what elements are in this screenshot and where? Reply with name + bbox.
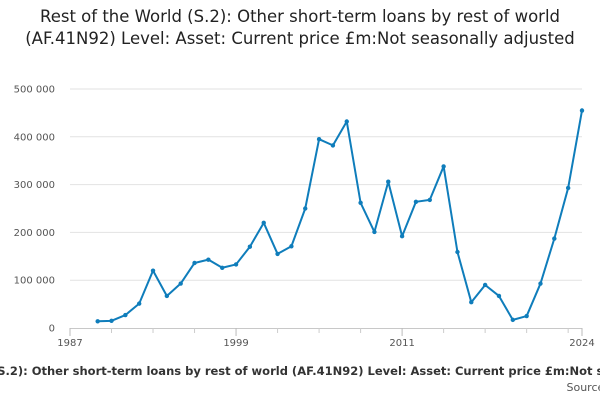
y-tick-label: 400 000	[14, 132, 55, 143]
series-layer	[95, 108, 585, 324]
data-point[interactable]	[455, 249, 460, 255]
data-point[interactable]	[413, 199, 419, 205]
data-point[interactable]	[150, 268, 156, 273]
data-point[interactable]	[441, 164, 446, 169]
data-point[interactable]	[192, 260, 197, 266]
series-line	[97, 110, 583, 323]
data-point[interactable]	[261, 220, 266, 226]
data-point[interactable]	[538, 281, 543, 286]
y-tick-label: 500 000	[14, 85, 55, 96]
data-point[interactable]	[247, 244, 253, 249]
data-point[interactable]	[565, 185, 571, 191]
chart-title: Rest of the World (S.2): Other short-ter…	[25, 7, 575, 48]
data-point[interactable]	[386, 179, 391, 184]
y-tick-label: 0	[49, 324, 55, 335]
data-point[interactable]	[579, 108, 585, 113]
data-point[interactable]	[482, 282, 488, 288]
x-tick-label: 2011	[389, 338, 414, 349]
data-point[interactable]	[109, 318, 114, 324]
data-point[interactable]	[220, 265, 225, 270]
data-point[interactable]	[358, 200, 363, 205]
data-point[interactable]	[136, 301, 142, 306]
data-point[interactable]	[123, 312, 128, 318]
data-point[interactable]	[95, 319, 100, 324]
data-point[interactable]	[372, 229, 377, 235]
data-point[interactable]	[552, 236, 557, 241]
data-point[interactable]	[316, 136, 322, 142]
data-point[interactable]	[510, 317, 516, 323]
data-point[interactable]	[303, 206, 308, 211]
data-point[interactable]	[233, 262, 239, 267]
y-tick-label: 300 000	[14, 180, 55, 191]
data-point[interactable]	[275, 251, 280, 257]
data-point[interactable]	[289, 244, 294, 249]
x-tick-label: 1999	[223, 338, 248, 349]
y-tick-label: 200 000	[14, 228, 55, 239]
axes: 0 100 000 200 000 300 000 400 000 500 000 1987…	[14, 85, 595, 350]
data-point[interactable]	[330, 143, 336, 148]
data-point[interactable]	[178, 281, 183, 286]
legend: Rest of the World (S.2): Other short-ter…	[0, 362, 600, 380]
data-point[interactable]	[469, 299, 474, 305]
data-point[interactable]	[524, 313, 529, 319]
y-tick-label: 100 000	[14, 276, 55, 287]
data-point[interactable]	[164, 293, 170, 299]
data-point[interactable]	[427, 197, 432, 203]
x-tick-label: 1987	[57, 338, 82, 349]
data-point[interactable]	[399, 234, 405, 239]
gridlines	[70, 88, 582, 281]
data-point[interactable]	[344, 119, 349, 124]
legend-series-label: Rest of the World (S.2): Other short-ter…	[0, 364, 600, 378]
source-label: Source:	[566, 381, 600, 394]
data-point[interactable]	[496, 293, 502, 299]
data-point[interactable]	[206, 257, 211, 262]
x-tick-label: 2024	[569, 338, 594, 349]
